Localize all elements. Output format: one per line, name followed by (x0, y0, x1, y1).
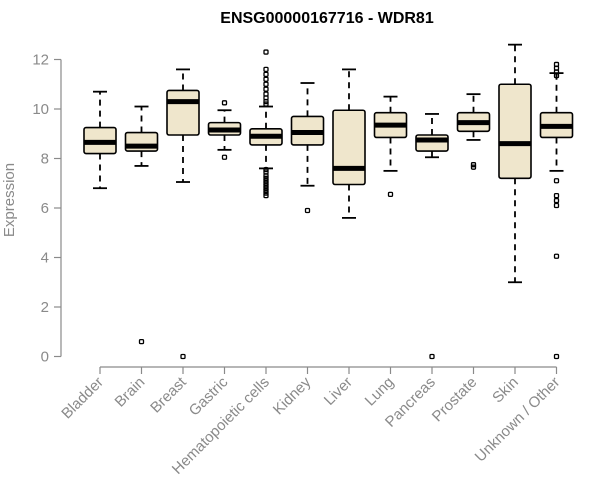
outlier-point (553, 178, 560, 184)
y-tick-label: 2 (41, 299, 49, 316)
outlier-point (263, 188, 269, 194)
outlier-point (429, 353, 435, 360)
y-axis-label: Expression (1, 163, 18, 237)
box-group (249, 49, 283, 199)
outlier-point (263, 192, 269, 199)
outlier-point (263, 66, 269, 73)
box-group (373, 95, 408, 198)
y-tick-label: 4 (41, 250, 49, 267)
outlier-point (387, 191, 394, 198)
y-tick-label: 10 (32, 101, 49, 118)
box-group (124, 105, 159, 345)
x-tick-label: Prostate (429, 374, 481, 426)
outlier-point (553, 353, 560, 360)
box-group (332, 68, 366, 219)
outlier-point (263, 91, 269, 97)
x-tick-label: Breast (147, 373, 190, 416)
outlier-point (263, 180, 269, 186)
y-tick-label: 6 (41, 200, 49, 217)
outlier-point (263, 178, 269, 184)
outlier-point (221, 154, 228, 160)
outlier-point (263, 101, 269, 107)
y-axis: 0 2 4 6 8 10 12 (32, 52, 62, 366)
box-group (456, 93, 491, 170)
box-iqr (415, 134, 449, 152)
x-tick-label: Brain (112, 374, 149, 411)
outlier-point (553, 61, 560, 68)
x-tick-label: Lung (362, 374, 398, 410)
outlier-point (263, 166, 269, 173)
chart-title: ENSG00000167716 - WDR81 (220, 10, 434, 27)
outlier-point (263, 169, 269, 175)
outlier-point (263, 86, 269, 92)
outlier-point (138, 338, 145, 345)
outlier-point (263, 185, 269, 191)
box-iqr (498, 83, 532, 180)
y-tick-label: 12 (32, 52, 49, 69)
outlier-point (304, 207, 311, 214)
outlier-point (263, 175, 269, 181)
outlier-point (470, 164, 477, 170)
outlier-point (263, 183, 269, 189)
outlier-point (263, 190, 269, 196)
outlier-point (263, 76, 269, 82)
box-group (166, 68, 200, 360)
box-group (290, 82, 325, 214)
box-group (539, 61, 574, 360)
outlier-point (263, 81, 269, 87)
box-group (207, 100, 242, 160)
x-tick-label: Liver (321, 374, 356, 409)
box-iqr (332, 109, 366, 186)
outlier-point (180, 353, 186, 360)
x-tick-label: Skin (489, 374, 522, 407)
box-group (498, 43, 532, 284)
outlier-point (263, 71, 269, 77)
outlier-point (470, 162, 477, 168)
outlier-point (553, 202, 560, 209)
y-tick-label: 0 (41, 349, 49, 366)
outlier-point (553, 192, 560, 199)
outlier-point (553, 197, 560, 204)
x-tick-label: Bladder (58, 374, 107, 423)
x-tick-label: Kidney (270, 373, 315, 418)
outlier-point (221, 100, 228, 106)
outlier-point (263, 49, 269, 55)
outlier-point (553, 253, 560, 259)
box-iqr (166, 89, 200, 136)
box-group (83, 90, 117, 190)
box-group (415, 113, 449, 360)
box-series (83, 43, 574, 360)
y-tick-label: 8 (41, 151, 49, 168)
